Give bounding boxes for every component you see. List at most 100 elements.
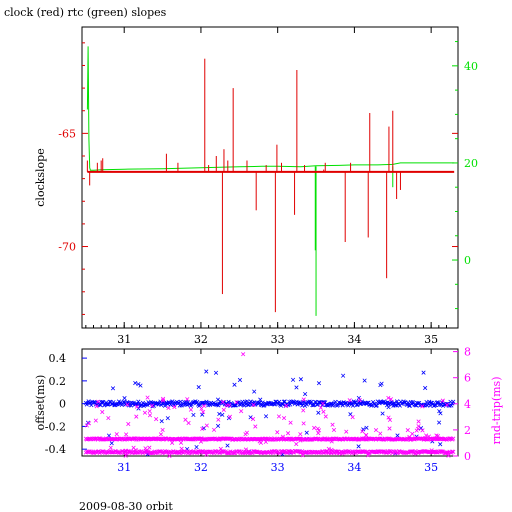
rndtrip-point	[313, 436, 318, 441]
rndtrip-point	[332, 436, 337, 441]
rndtrip-point	[308, 449, 313, 454]
offset-point	[115, 402, 120, 407]
offset-point	[418, 403, 423, 408]
rndtrip-point	[89, 437, 94, 442]
offset-point	[98, 402, 103, 408]
rndtrip-point	[336, 450, 342, 456]
rndtrip-point	[187, 437, 192, 442]
rndtrip-point	[447, 449, 452, 454]
offset-point	[430, 439, 435, 444]
rndtrip-point	[103, 450, 108, 456]
rndtrip-point	[317, 437, 322, 442]
rndtrip-point	[131, 449, 136, 454]
rndtrip-point	[429, 437, 434, 442]
rndtrip-point	[429, 449, 435, 454]
offset-point	[190, 400, 195, 405]
rndtrip-point	[288, 420, 293, 425]
offset-point	[309, 399, 314, 404]
offset-point	[139, 402, 144, 407]
rndtrip-point	[348, 436, 353, 441]
rndtrip-point	[303, 450, 308, 455]
rndtrip-point	[115, 436, 120, 441]
offset-point	[353, 400, 358, 405]
offset-point	[255, 401, 261, 406]
offset-point	[158, 399, 163, 404]
rndtrip-point	[255, 436, 261, 442]
rndtrip-point	[197, 436, 202, 441]
offset-point	[332, 400, 337, 406]
offset-point	[443, 402, 448, 407]
offset-point	[215, 423, 221, 429]
rndtrip-point	[143, 449, 148, 454]
offset-point	[282, 399, 287, 404]
offset-point	[262, 403, 267, 408]
rndtrip-point	[196, 449, 201, 454]
offset-point	[384, 403, 390, 408]
offset-point	[199, 400, 204, 406]
rndtrip-point	[115, 450, 120, 455]
offset-point	[342, 401, 347, 407]
rndtrip-point	[394, 436, 399, 442]
rndtrip-point	[226, 450, 231, 456]
rndtrip-point	[266, 437, 271, 442]
offset-point	[226, 399, 231, 404]
rndtrip-point	[179, 449, 184, 455]
offset-point	[278, 403, 284, 408]
rndtrip-point	[179, 446, 184, 451]
offset-point	[275, 401, 280, 406]
rndtrip-point	[117, 437, 122, 442]
rndtrip-point	[326, 450, 332, 455]
rndtrip-point	[134, 449, 139, 455]
rndtrip-point	[180, 436, 185, 441]
rndtrip-point	[438, 449, 443, 454]
rndtrip-point	[153, 450, 158, 455]
rndtrip-point	[197, 449, 203, 454]
offset-point	[341, 373, 346, 378]
rndtrip-point	[134, 414, 139, 419]
offset-point	[295, 402, 300, 407]
rndtrip-point	[297, 449, 302, 454]
rndtrip-point	[301, 436, 306, 442]
offset-point	[307, 399, 312, 404]
offset-point	[182, 400, 187, 405]
rndtrip-point	[159, 437, 164, 442]
offset-point	[441, 402, 447, 407]
rndtrip-point	[92, 450, 97, 455]
rndtrip-point	[157, 436, 162, 441]
rndtrip-point	[381, 437, 386, 442]
offset-point	[162, 401, 167, 406]
rndtrip-point	[192, 436, 197, 441]
rndtrip-point	[231, 437, 236, 442]
rndtrip-point	[331, 436, 336, 441]
rndtrip-point	[232, 436, 238, 442]
offset-point	[389, 399, 394, 404]
rndtrip-point	[216, 449, 221, 454]
offset-point	[149, 399, 154, 405]
rndtrip-point	[323, 414, 328, 419]
rndtrip-point	[314, 449, 320, 455]
rndtrip-point	[220, 437, 226, 442]
rndtrip-point	[144, 449, 149, 454]
rndtrip-point	[203, 449, 208, 455]
offset-point	[336, 400, 342, 405]
offset-point	[437, 402, 442, 408]
offset-point	[252, 389, 257, 394]
rndtrip-point	[92, 436, 98, 441]
offset-point	[431, 403, 436, 408]
offset-point	[352, 400, 357, 405]
offset-point	[371, 401, 377, 406]
rndtrip-point	[394, 437, 400, 442]
rndtrip-point	[259, 450, 264, 455]
rndtrip-point	[434, 437, 439, 442]
rndtrip-point	[261, 437, 266, 442]
offset-point	[193, 399, 198, 404]
offset-point	[196, 402, 201, 407]
offset-point	[245, 402, 250, 407]
offset-point	[403, 400, 408, 405]
rndtrip-point	[173, 450, 179, 455]
rndtrip-point	[318, 450, 323, 455]
rndtrip-point	[200, 449, 205, 454]
rndtrip-point	[139, 450, 145, 455]
rndtrip-tick-label: 2	[464, 424, 471, 437]
rndtrip-point	[318, 436, 323, 441]
